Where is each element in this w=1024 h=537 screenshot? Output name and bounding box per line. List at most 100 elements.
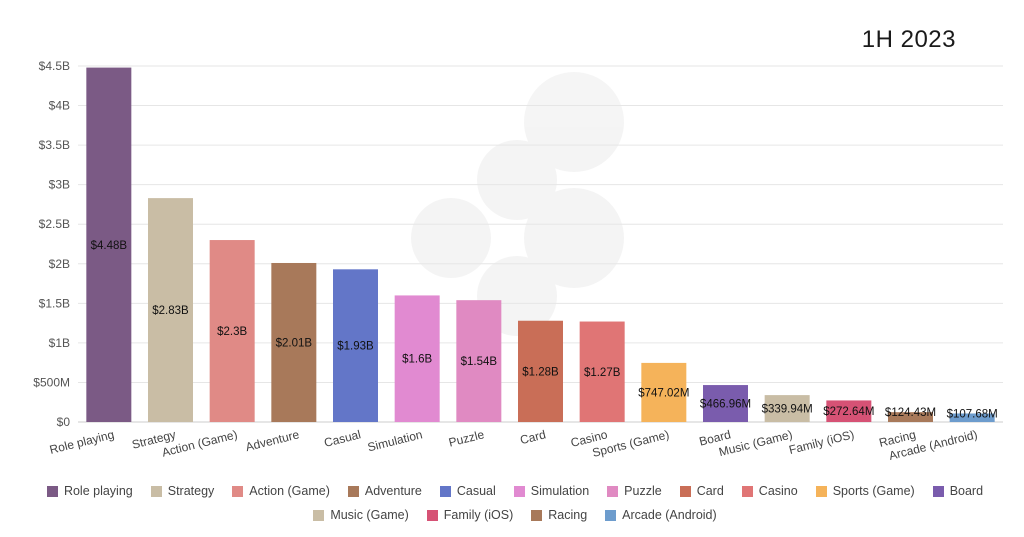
bar[interactable] — [518, 320, 563, 422]
y-tick-label: $4B — [49, 99, 70, 113]
legend-item[interactable]: Action (Game) — [232, 484, 330, 498]
legend-item[interactable]: Board — [932, 484, 984, 498]
legend-swatch — [679, 485, 691, 497]
legend-swatch — [313, 509, 325, 521]
legend-label: Strategy — [167, 484, 215, 498]
bar-group[interactable]: $747.02M — [638, 362, 689, 422]
legend-swatch — [347, 485, 359, 497]
legend-swatch — [150, 485, 162, 497]
bar[interactable] — [333, 269, 378, 422]
bar-data-label: $1.93B — [337, 341, 374, 353]
bar-data-label: $272.64M — [823, 406, 874, 418]
legend-label: Role playing — [63, 484, 133, 498]
bar-group[interactable]: $1.28B — [518, 320, 563, 422]
legend-swatch — [605, 509, 617, 521]
legend-label: Puzzle — [624, 484, 662, 498]
legend-label: Arcade (Android) — [622, 508, 717, 522]
bar-group[interactable]: $1.93B — [333, 269, 378, 422]
legend-item[interactable]: Arcade (Android) — [605, 508, 717, 522]
x-tick-label: Adventure — [244, 427, 301, 454]
legend-swatch — [741, 485, 753, 497]
bar-data-label: $339.94M — [762, 404, 813, 416]
bar-group[interactable]: $2.3B — [209, 240, 255, 422]
bar[interactable] — [949, 413, 995, 422]
x-tick-label: Puzzle — [447, 427, 486, 449]
bar[interactable] — [764, 395, 810, 422]
bar-data-label: $107.68M — [947, 408, 998, 420]
legend-swatch — [932, 485, 944, 497]
bar[interactable] — [703, 385, 748, 422]
legend-item[interactable]: Music (Game) — [313, 508, 409, 522]
legend-label: Casino — [758, 484, 798, 498]
bar-data-label: $4.48B — [91, 240, 128, 252]
bar-group[interactable]: $272.64M — [823, 400, 874, 422]
legend-item[interactable]: Sports (Game) — [815, 484, 915, 498]
legend-item[interactable]: Card — [679, 484, 724, 498]
legend-item[interactable]: Strategy — [150, 484, 215, 498]
y-tick-label: $2B — [49, 257, 70, 271]
watermark-circle — [524, 72, 624, 172]
y-tick-label: $500M — [33, 375, 70, 389]
x-tick-label: Family (iOS) — [787, 427, 855, 457]
bar-group[interactable]: $107.68M — [947, 408, 998, 422]
legend-item[interactable]: Casual — [439, 484, 496, 498]
legend-swatch — [232, 485, 244, 497]
watermark-logo — [411, 72, 624, 336]
watermark-circle — [411, 198, 491, 278]
bar-data-label: $466.96M — [700, 399, 751, 411]
legend-label: Music (Game) — [330, 508, 409, 522]
bar-data-label: $2.3B — [217, 326, 247, 338]
bar-data-label: $1.28B — [522, 366, 559, 378]
bar-data-label: $1.54B — [461, 356, 498, 368]
bar[interactable] — [579, 321, 625, 422]
bar-group[interactable]: $1.27B — [579, 321, 625, 422]
legend-item[interactable]: Racing — [531, 508, 587, 522]
bar[interactable] — [888, 412, 933, 422]
bar-data-label: $124.43M — [885, 407, 936, 419]
legend-label: Family (iOS) — [443, 508, 514, 522]
legend-item[interactable]: Casino — [741, 484, 798, 498]
bar-group[interactable]: $2.01B — [271, 262, 317, 422]
y-tick-label: $4.5B — [39, 59, 70, 73]
legend-label: Action (Game) — [249, 484, 330, 498]
bar-chart: $0 $500M $1B $1.5B $2B $2.5B $3B $3.5B $4B $4.5B $… — [33, 59, 1003, 463]
legend-label: Simulation — [530, 484, 590, 498]
bar-group[interactable]: $2.83B — [148, 198, 193, 422]
legend-label: Card — [696, 484, 724, 498]
x-tick-label: Role playing — [48, 427, 115, 457]
period-title: 1H 2023 — [861, 26, 956, 53]
x-tick-label: Simulation — [366, 427, 424, 454]
y-tick-label: $3.5B — [39, 138, 70, 152]
legend-item[interactable]: Family (iOS) — [426, 508, 514, 522]
legend-label: Racing — [548, 508, 588, 522]
legend-label: Board — [949, 484, 984, 498]
bar-group[interactable]: $4.48B — [86, 67, 132, 423]
bar-group[interactable]: $124.43M — [885, 407, 936, 422]
y-tick-label: $0 — [57, 415, 71, 429]
legend-item[interactable]: Adventure — [347, 484, 422, 498]
legend-item[interactable]: Simulation — [513, 484, 590, 498]
bar[interactable] — [271, 262, 317, 422]
bar[interactable] — [641, 362, 687, 422]
legend-swatch — [607, 485, 619, 497]
bar-group[interactable]: $1.6B — [394, 295, 440, 422]
legend-item[interactable]: Role playing — [46, 484, 133, 498]
legend-label: Adventure — [364, 484, 422, 498]
legend-swatch — [815, 485, 827, 497]
bar-group[interactable]: $1.54B — [456, 300, 502, 422]
bar[interactable] — [86, 67, 132, 423]
bar-group[interactable]: $339.94M — [762, 395, 813, 422]
bar[interactable] — [209, 240, 255, 422]
bar[interactable] — [456, 300, 502, 422]
bar[interactable] — [148, 198, 193, 422]
bar-data-label: $1.27B — [584, 367, 621, 379]
bar[interactable] — [394, 295, 440, 422]
bar-group[interactable]: $466.96M — [700, 385, 751, 422]
bar-data-label: $2.01B — [276, 337, 313, 349]
y-tick-label: $1.5B — [39, 296, 70, 310]
bar[interactable] — [826, 400, 872, 422]
legend-item[interactable]: Puzzle — [607, 484, 662, 498]
legend-label: Casual — [456, 484, 496, 498]
bar-data-label: $747.02M — [638, 387, 689, 399]
y-tick-label: $2.5B — [39, 217, 70, 231]
